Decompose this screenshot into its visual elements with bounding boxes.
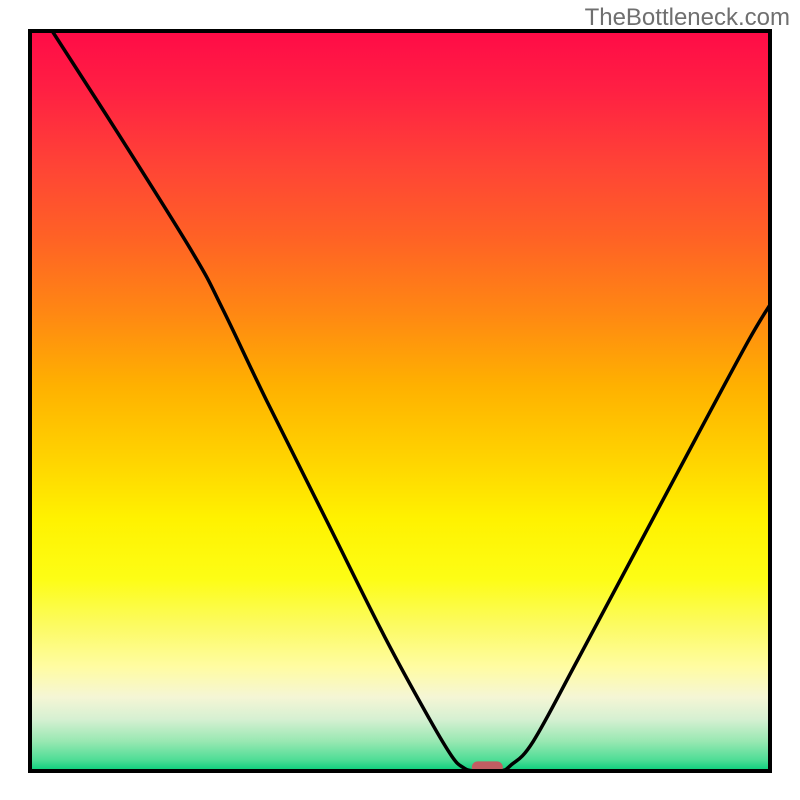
watermark-text: TheBottleneck.com: [585, 4, 790, 32]
chart-svg: [0, 0, 800, 800]
bottleneck-chart: TheBottleneck.com: [0, 0, 800, 800]
gradient-background: [30, 31, 770, 771]
